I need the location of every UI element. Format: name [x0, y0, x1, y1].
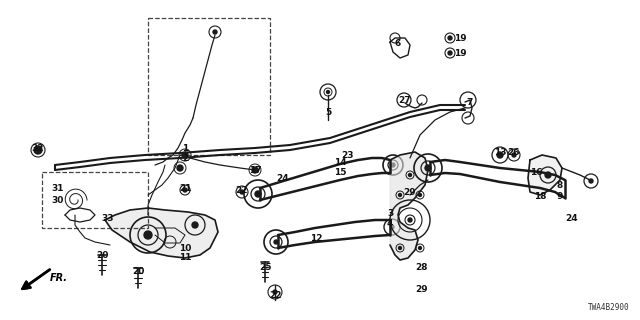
Circle shape: [34, 146, 42, 154]
Circle shape: [448, 51, 452, 55]
Circle shape: [326, 91, 330, 93]
Text: 9: 9: [557, 191, 563, 201]
Text: 26: 26: [508, 148, 520, 156]
Text: 16: 16: [530, 167, 542, 177]
Text: 17: 17: [249, 165, 261, 174]
Circle shape: [192, 222, 198, 228]
Text: 20: 20: [132, 268, 144, 276]
Text: 22: 22: [269, 291, 281, 300]
Text: 8: 8: [557, 180, 563, 189]
Circle shape: [425, 165, 431, 171]
Polygon shape: [528, 155, 562, 195]
Circle shape: [213, 30, 217, 34]
Text: 29: 29: [404, 188, 416, 196]
Text: 11: 11: [179, 253, 191, 262]
Circle shape: [252, 167, 258, 173]
Circle shape: [273, 290, 277, 294]
Circle shape: [419, 194, 422, 196]
Text: 28: 28: [416, 263, 428, 273]
Text: 31: 31: [52, 183, 64, 193]
Text: 20: 20: [96, 252, 108, 260]
Text: 3: 3: [387, 209, 393, 218]
Polygon shape: [390, 152, 428, 260]
Polygon shape: [105, 208, 218, 258]
Text: 10: 10: [179, 244, 191, 252]
Text: 30: 30: [52, 196, 64, 204]
Circle shape: [399, 194, 401, 196]
Text: 4: 4: [387, 219, 393, 228]
Circle shape: [408, 173, 412, 177]
Text: 25: 25: [259, 263, 271, 273]
Circle shape: [399, 246, 401, 250]
Text: 23: 23: [342, 150, 355, 159]
Text: 19: 19: [454, 34, 467, 43]
Circle shape: [182, 152, 188, 158]
Text: 12: 12: [310, 234, 323, 243]
Text: 1: 1: [182, 143, 188, 153]
Circle shape: [408, 218, 412, 222]
Text: 2: 2: [182, 154, 188, 163]
Text: 18: 18: [534, 191, 547, 201]
Text: 24: 24: [276, 173, 289, 182]
Text: 13: 13: [493, 148, 506, 156]
Circle shape: [512, 153, 516, 157]
Text: 27: 27: [399, 95, 412, 105]
Circle shape: [240, 190, 244, 194]
Circle shape: [255, 191, 261, 197]
Bar: [42, 172, 148, 228]
Bar: [148, 18, 270, 155]
Text: 33: 33: [102, 213, 115, 222]
Text: 21: 21: [179, 183, 191, 193]
Text: TWA4B2900: TWA4B2900: [588, 303, 630, 312]
Circle shape: [144, 231, 152, 239]
Text: FR.: FR.: [50, 273, 68, 283]
Circle shape: [545, 172, 551, 178]
Text: 24: 24: [566, 213, 579, 222]
Circle shape: [589, 179, 593, 183]
Text: 15: 15: [333, 167, 346, 177]
Circle shape: [497, 152, 503, 158]
Circle shape: [183, 188, 187, 192]
Circle shape: [390, 225, 394, 229]
Text: 29: 29: [416, 285, 428, 294]
Text: 32: 32: [32, 143, 44, 153]
Circle shape: [177, 165, 183, 171]
Text: 5: 5: [325, 108, 331, 116]
Text: 6: 6: [395, 38, 401, 47]
Circle shape: [419, 246, 422, 250]
Text: 22: 22: [236, 186, 248, 195]
Text: 7: 7: [467, 98, 473, 107]
Circle shape: [448, 36, 452, 40]
Circle shape: [274, 240, 278, 244]
Circle shape: [391, 163, 395, 167]
Text: 14: 14: [333, 157, 346, 166]
Text: 19: 19: [454, 49, 467, 58]
